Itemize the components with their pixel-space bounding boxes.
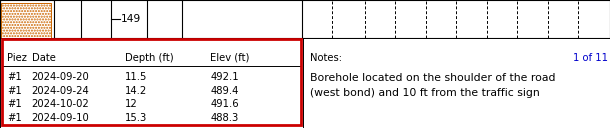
Text: 149: 149 [121, 14, 141, 24]
Text: 1 of 11: 1 of 11 [573, 53, 608, 63]
Text: 12: 12 [125, 99, 138, 109]
Text: #1: #1 [7, 86, 22, 95]
Text: Notes:: Notes: [310, 53, 342, 63]
Text: #1: #1 [7, 72, 22, 82]
Text: 489.4: 489.4 [210, 86, 239, 95]
Text: 11.5: 11.5 [125, 72, 148, 82]
Text: Date: Date [32, 53, 56, 63]
Text: Depth (ft): Depth (ft) [125, 53, 174, 63]
Text: 2024-10-02: 2024-10-02 [32, 99, 90, 109]
Text: 2024-09-10: 2024-09-10 [32, 113, 90, 123]
Text: #1: #1 [7, 99, 22, 109]
Text: 14.2: 14.2 [125, 86, 147, 95]
Text: Borehole located on the shoulder of the road
(west bond) and 10 ft from the traf: Borehole located on the shoulder of the … [310, 73, 555, 98]
Bar [0, 38, 610, 128]
Text: #1: #1 [7, 113, 22, 123]
Text: Elev (ft): Elev (ft) [210, 53, 250, 63]
Bar [2, 39, 301, 125]
Bar [0, 0, 610, 38]
Text: 15.3: 15.3 [125, 113, 147, 123]
Text: 488.3: 488.3 [210, 113, 239, 123]
Text: 491.6: 491.6 [210, 99, 239, 109]
Text: Piez: Piez [7, 53, 27, 63]
Text: 492.1: 492.1 [210, 72, 239, 82]
Bar [1, 3, 51, 38]
Text: 2024-09-20: 2024-09-20 [32, 72, 90, 82]
Text: 2024-09-24: 2024-09-24 [32, 86, 90, 95]
